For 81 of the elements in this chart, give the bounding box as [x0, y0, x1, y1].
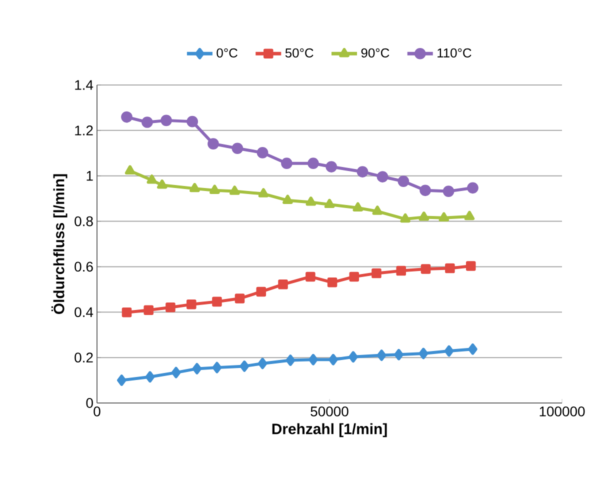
y-tick-label: 0.4 — [74, 307, 94, 318]
point — [418, 348, 428, 360]
point — [160, 114, 172, 126]
point — [445, 263, 455, 274]
point — [230, 186, 240, 195]
point — [442, 186, 454, 197]
point — [420, 264, 431, 274]
point — [212, 362, 222, 374]
point — [190, 182, 200, 192]
point — [400, 213, 410, 223]
point — [376, 171, 388, 182]
point — [444, 345, 454, 357]
y-tick-label: 0.6 — [74, 262, 93, 272]
point — [210, 184, 220, 194]
point — [212, 296, 222, 307]
point — [166, 302, 176, 312]
point — [376, 350, 386, 361]
point — [396, 266, 406, 276]
point — [418, 212, 430, 221]
point — [438, 212, 450, 222]
y-tick-label: 1 — [86, 171, 93, 181]
point — [372, 206, 383, 215]
point — [306, 272, 316, 282]
point — [278, 280, 288, 290]
point — [186, 116, 198, 128]
point — [121, 111, 132, 123]
point — [308, 158, 319, 170]
point — [326, 161, 338, 172]
point — [171, 366, 181, 378]
legend-label: 0°C — [216, 48, 238, 58]
point — [327, 278, 338, 288]
point — [124, 165, 136, 174]
point — [348, 351, 358, 363]
y-axis-title: Öldurchfluss [l/min] — [51, 174, 68, 314]
point — [306, 196, 316, 206]
point — [394, 348, 404, 360]
legend-label: 50°C — [285, 48, 314, 58]
point — [258, 358, 268, 370]
point — [256, 147, 268, 158]
point — [328, 354, 338, 366]
legend-label: 90°C — [361, 48, 390, 58]
point — [208, 138, 219, 150]
x-tick-label: 0 — [94, 406, 100, 416]
y-tick-label: 0 — [86, 398, 93, 408]
y-tick-label: 1.4 — [75, 80, 94, 90]
point — [146, 174, 157, 184]
point — [256, 286, 266, 297]
point — [234, 294, 245, 304]
x-tick-label: 100000 — [540, 406, 585, 416]
point — [372, 268, 382, 278]
point — [186, 300, 196, 310]
legend-label: 110°C — [438, 48, 472, 58]
x-axis-title: Drehzahl [1/min] — [272, 423, 387, 438]
x-tick-label: 50000 — [310, 406, 348, 416]
point — [117, 374, 126, 386]
point — [258, 188, 269, 198]
point — [420, 184, 431, 196]
y-tick-label: 0.8 — [74, 216, 93, 226]
point — [232, 142, 244, 154]
point — [156, 179, 168, 189]
point — [352, 202, 363, 212]
point — [142, 116, 153, 128]
point — [281, 158, 292, 170]
point — [145, 371, 155, 383]
point — [467, 182, 478, 194]
point — [122, 307, 132, 318]
point — [286, 354, 296, 366]
point — [324, 198, 335, 208]
point — [282, 194, 293, 204]
point — [398, 176, 410, 187]
y-tick-label: 0.2 — [74, 352, 93, 363]
point — [349, 272, 360, 282]
point — [356, 166, 368, 178]
point — [464, 210, 475, 220]
point — [144, 305, 154, 315]
point — [468, 343, 478, 355]
y-tick-label: 1.2 — [75, 126, 93, 136]
point — [308, 354, 318, 366]
point — [192, 363, 202, 374]
point — [240, 360, 250, 372]
point — [466, 261, 476, 271]
